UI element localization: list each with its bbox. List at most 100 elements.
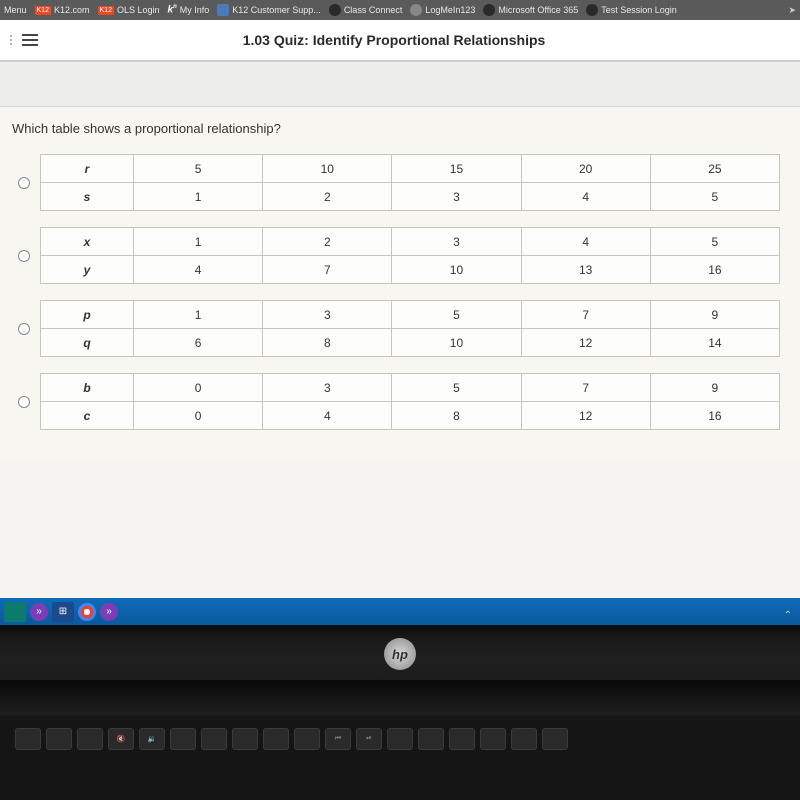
bookmark-label: Microsoft Office 365 [498,5,578,15]
taskbar-app-2[interactable]: » [30,603,48,621]
bookmarks-bar: Menu K12 K12.com K12 OLS Login kn My Inf… [0,0,800,20]
value-cell: 25 [650,155,779,183]
value-cell: 16 [650,256,779,284]
value-cell: 16 [650,402,779,430]
value-cell: 9 [650,374,779,402]
key [542,728,568,750]
key: ⏮ [325,728,351,750]
value-cell: 8 [263,329,392,357]
key [294,728,320,750]
value-cell: 10 [263,155,392,183]
value-cell: 4 [263,402,392,430]
chat-icon [217,4,229,16]
bookmark-classconnect[interactable]: Class Connect [329,4,403,16]
bookmark-ols[interactable]: K12 OLS Login [98,5,160,15]
bookmark-office365[interactable]: Microsoft Office 365 [483,4,578,16]
key: ⏯ [356,728,382,750]
variable-cell: s [41,183,134,211]
key [170,728,196,750]
key [15,728,41,750]
answer-option-4[interactable]: b03579c0481216 [10,373,790,430]
value-cell: 10 [392,256,521,284]
radio-button[interactable] [18,177,30,189]
bookmark-label: K12 Customer Supp... [232,5,321,15]
tray-expand-icon[interactable]: ⌃ [784,610,792,621]
value-cell: 0 [134,374,263,402]
data-table: p13579q68101214 [40,300,780,357]
value-cell: 2 [263,183,392,211]
k12-badge-icon: K12 [98,6,114,15]
quiz-content: Which table shows a proportional relatio… [0,107,800,460]
data-table: x12345y47101316 [40,227,780,284]
data-table: r510152025s12345 [40,154,780,211]
bookmark-label: OLS Login [117,5,160,15]
value-cell: 4 [134,256,263,284]
value-cell: 7 [521,374,650,402]
value-cell: 12 [521,329,650,357]
taskbar-app-3[interactable]: ⊞ [52,602,74,622]
page-title: 1.03 Quiz: Identify Proportional Relatio… [38,32,750,48]
key: 🔇 [108,728,134,750]
answer-option-2[interactable]: x12345y47101316 [10,227,790,284]
value-cell: 0 [134,402,263,430]
header-controls [10,34,38,46]
radio-button[interactable] [18,396,30,408]
hp-logo: hp [384,638,416,670]
value-cell: 1 [134,301,263,329]
bookmark-support[interactable]: K12 Customer Supp... [217,4,321,16]
key [449,728,475,750]
table-row: p13579 [41,301,780,329]
table-row: r510152025 [41,155,780,183]
value-cell: 4 [521,183,650,211]
variable-cell: b [41,374,134,402]
value-cell: 5 [650,228,779,256]
bookmark-myinfo[interactable]: kn My Info [168,4,210,15]
variable-cell: x [41,228,134,256]
value-cell: 3 [263,301,392,329]
value-cell: 7 [263,256,392,284]
data-table: b03579c0481216 [40,373,780,430]
key [201,728,227,750]
variable-cell: p [41,301,134,329]
variable-cell: r [41,155,134,183]
key [46,728,72,750]
table-row: y47101316 [41,256,780,284]
answer-option-1[interactable]: r510152025s12345 [10,154,790,211]
value-cell: 3 [263,374,392,402]
plus-icon [410,4,422,16]
answer-option-3[interactable]: p13579q68101214 [10,300,790,357]
value-cell: 3 [392,183,521,211]
taskbar-chrome[interactable] [78,603,96,621]
variable-cell: c [41,402,134,430]
quiz-header: 1.03 Quiz: Identify Proportional Relatio… [0,20,800,62]
bookmark-label: Test Session Login [601,5,677,15]
table-row: s12345 [41,183,780,211]
radio-button[interactable] [18,323,30,335]
value-cell: 6 [134,329,263,357]
radio-button[interactable] [18,250,30,262]
value-cell: 8 [392,402,521,430]
taskbar-app-4[interactable]: » [100,603,118,621]
key [511,728,537,750]
table-row: x12345 [41,228,780,256]
value-cell: 1 [134,183,263,211]
bookmark-testsession[interactable]: Test Session Login [586,4,677,16]
taskbar-app-1[interactable] [4,602,26,622]
value-cell: 15 [392,155,521,183]
globe-icon [329,4,341,16]
key: 🔉 [139,728,165,750]
variable-cell: y [41,256,134,284]
bookmark-k12com[interactable]: K12 K12.com [35,5,90,15]
bookmark-menu[interactable]: Menu [4,5,27,15]
value-cell: 3 [392,228,521,256]
laptop-hinge [0,680,800,715]
bookmark-logmein[interactable]: LogMeIn123 [410,4,475,16]
screen-area: Menu K12 K12.com K12 OLS Login kn My Inf… [0,0,800,625]
bookmark-label: Menu [4,5,27,15]
variable-cell: q [41,329,134,357]
key [263,728,289,750]
value-cell: 9 [650,301,779,329]
more-icon[interactable] [10,35,12,45]
value-cell: 12 [521,402,650,430]
menu-icon[interactable] [22,34,38,46]
